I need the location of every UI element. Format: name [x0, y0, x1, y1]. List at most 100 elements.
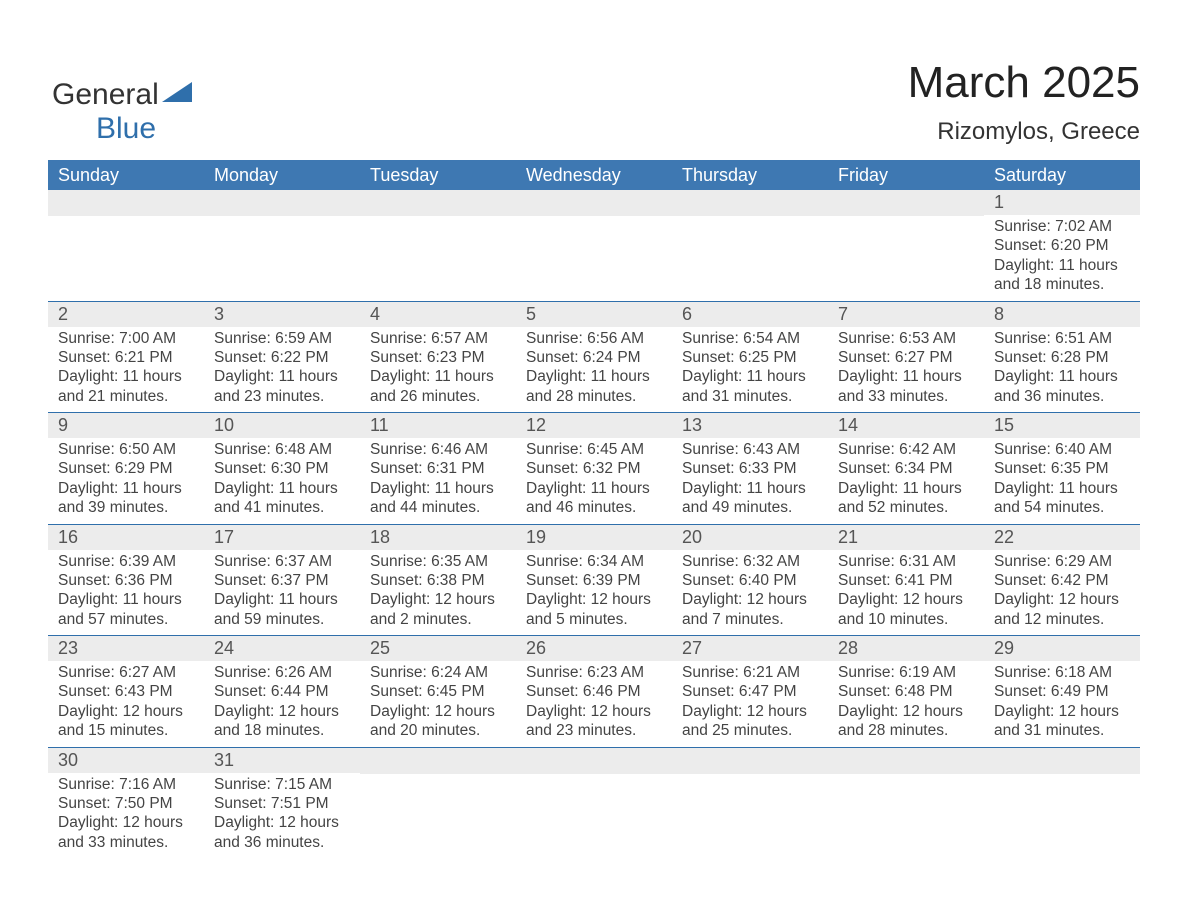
day-number [828, 748, 984, 774]
calendar-day: 22Sunrise: 6:29 AMSunset: 6:42 PMDayligh… [984, 525, 1140, 636]
daylight-line: Daylight: 11 hours and 49 minutes. [678, 479, 822, 518]
sunrise-line: Sunrise: 6:43 AM [678, 440, 822, 459]
calendar-day: 16Sunrise: 6:39 AMSunset: 6:36 PMDayligh… [48, 525, 204, 636]
sunrise-line: Sunrise: 6:29 AM [990, 552, 1134, 571]
page-subtitle: Rizomylos, Greece [908, 118, 1140, 146]
day-number: 4 [360, 302, 516, 327]
day-number: 21 [828, 525, 984, 550]
calendar-day [516, 748, 672, 859]
sunrise-line: Sunrise: 6:51 AM [990, 329, 1134, 348]
calendar-day [828, 748, 984, 859]
daylight-line: Daylight: 12 hours and 33 minutes. [54, 813, 198, 852]
daylight-line: Daylight: 11 hours and 52 minutes. [834, 479, 978, 518]
day-number [984, 748, 1140, 774]
sunset-line: Sunset: 6:44 PM [210, 682, 354, 701]
sunset-line: Sunset: 6:45 PM [366, 682, 510, 701]
sunset-line: Sunset: 6:41 PM [834, 571, 978, 590]
calendar-day: 28Sunrise: 6:19 AMSunset: 6:48 PMDayligh… [828, 636, 984, 747]
sunset-line: Sunset: 7:50 PM [54, 794, 198, 813]
col-header: Thursday [672, 165, 828, 186]
day-number: 15 [984, 413, 1140, 438]
day-number: 14 [828, 413, 984, 438]
day-number: 9 [48, 413, 204, 438]
brand-word2: Blue [96, 112, 156, 146]
day-number: 31 [204, 748, 360, 773]
daylight-line: Daylight: 12 hours and 20 minutes. [366, 702, 510, 741]
calendar-day: 20Sunrise: 6:32 AMSunset: 6:40 PMDayligh… [672, 525, 828, 636]
sunrise-line: Sunrise: 7:16 AM [54, 775, 198, 794]
sunrise-line: Sunrise: 6:48 AM [210, 440, 354, 459]
sunrise-line: Sunrise: 6:54 AM [678, 329, 822, 348]
sunset-line: Sunset: 6:36 PM [54, 571, 198, 590]
daylight-line: Daylight: 12 hours and 7 minutes. [678, 590, 822, 629]
sunrise-line: Sunrise: 6:27 AM [54, 663, 198, 682]
calendar-day [984, 748, 1140, 859]
day-number: 30 [48, 748, 204, 773]
day-number [360, 190, 516, 216]
sunrise-line: Sunrise: 6:59 AM [210, 329, 354, 348]
day-number: 27 [672, 636, 828, 661]
sunrise-line: Sunrise: 6:46 AM [366, 440, 510, 459]
brand-triangle-icon [162, 82, 196, 104]
page-title: March 2025 [908, 58, 1140, 108]
daylight-line: Daylight: 11 hours and 28 minutes. [522, 367, 666, 406]
calendar-day: 24Sunrise: 6:26 AMSunset: 6:44 PMDayligh… [204, 636, 360, 747]
sunset-line: Sunset: 6:32 PM [522, 459, 666, 478]
brand-logo: General Blue [52, 78, 159, 146]
daylight-line: Daylight: 12 hours and 31 minutes. [990, 702, 1134, 741]
sunset-line: Sunset: 6:27 PM [834, 348, 978, 367]
calendar-day: 4Sunrise: 6:57 AMSunset: 6:23 PMDaylight… [360, 302, 516, 413]
daylight-line: Daylight: 11 hours and 31 minutes. [678, 367, 822, 406]
daylight-line: Daylight: 11 hours and 46 minutes. [522, 479, 666, 518]
sunrise-line: Sunrise: 6:35 AM [366, 552, 510, 571]
sunrise-line: Sunrise: 6:23 AM [522, 663, 666, 682]
sunrise-line: Sunrise: 6:37 AM [210, 552, 354, 571]
day-number: 29 [984, 636, 1140, 661]
calendar-week: 2Sunrise: 7:00 AMSunset: 6:21 PMDaylight… [48, 301, 1140, 413]
day-number: 28 [828, 636, 984, 661]
sunrise-line: Sunrise: 6:26 AM [210, 663, 354, 682]
calendar-day: 23Sunrise: 6:27 AMSunset: 6:43 PMDayligh… [48, 636, 204, 747]
col-header: Saturday [984, 165, 1140, 186]
daylight-line: Daylight: 12 hours and 18 minutes. [210, 702, 354, 741]
day-number [672, 748, 828, 774]
calendar-header-row: Sunday Monday Tuesday Wednesday Thursday… [48, 160, 1140, 190]
col-header: Monday [204, 165, 360, 186]
day-number [360, 748, 516, 774]
day-number: 18 [360, 525, 516, 550]
daylight-line: Daylight: 12 hours and 36 minutes. [210, 813, 354, 852]
sunset-line: Sunset: 6:25 PM [678, 348, 822, 367]
sunset-line: Sunset: 7:51 PM [210, 794, 354, 813]
calendar-day [360, 190, 516, 301]
sunrise-line: Sunrise: 6:21 AM [678, 663, 822, 682]
sunset-line: Sunset: 6:39 PM [522, 571, 666, 590]
calendar-day: 2Sunrise: 7:00 AMSunset: 6:21 PMDaylight… [48, 302, 204, 413]
calendar-day: 12Sunrise: 6:45 AMSunset: 6:32 PMDayligh… [516, 413, 672, 524]
sunset-line: Sunset: 6:20 PM [990, 236, 1134, 255]
day-number [828, 190, 984, 216]
sunrise-line: Sunrise: 6:42 AM [834, 440, 978, 459]
daylight-line: Daylight: 11 hours and 36 minutes. [990, 367, 1134, 406]
day-number: 19 [516, 525, 672, 550]
calendar-day: 5Sunrise: 6:56 AMSunset: 6:24 PMDaylight… [516, 302, 672, 413]
sunrise-line: Sunrise: 6:32 AM [678, 552, 822, 571]
calendar-day: 1Sunrise: 7:02 AMSunset: 6:20 PMDaylight… [984, 190, 1140, 301]
sunrise-line: Sunrise: 7:15 AM [210, 775, 354, 794]
sunset-line: Sunset: 6:30 PM [210, 459, 354, 478]
calendar-day: 13Sunrise: 6:43 AMSunset: 6:33 PMDayligh… [672, 413, 828, 524]
calendar-day [360, 748, 516, 859]
sunrise-line: Sunrise: 6:57 AM [366, 329, 510, 348]
day-number: 1 [984, 190, 1140, 215]
sunset-line: Sunset: 6:49 PM [990, 682, 1134, 701]
calendar-day: 27Sunrise: 6:21 AMSunset: 6:47 PMDayligh… [672, 636, 828, 747]
calendar-day: 19Sunrise: 6:34 AMSunset: 6:39 PMDayligh… [516, 525, 672, 636]
day-number: 25 [360, 636, 516, 661]
sunrise-line: Sunrise: 7:02 AM [990, 217, 1134, 236]
col-header: Wednesday [516, 165, 672, 186]
day-number [516, 190, 672, 216]
day-number [48, 190, 204, 216]
sunrise-line: Sunrise: 6:45 AM [522, 440, 666, 459]
calendar-day: 3Sunrise: 6:59 AMSunset: 6:22 PMDaylight… [204, 302, 360, 413]
sunrise-line: Sunrise: 6:19 AM [834, 663, 978, 682]
day-number: 11 [360, 413, 516, 438]
